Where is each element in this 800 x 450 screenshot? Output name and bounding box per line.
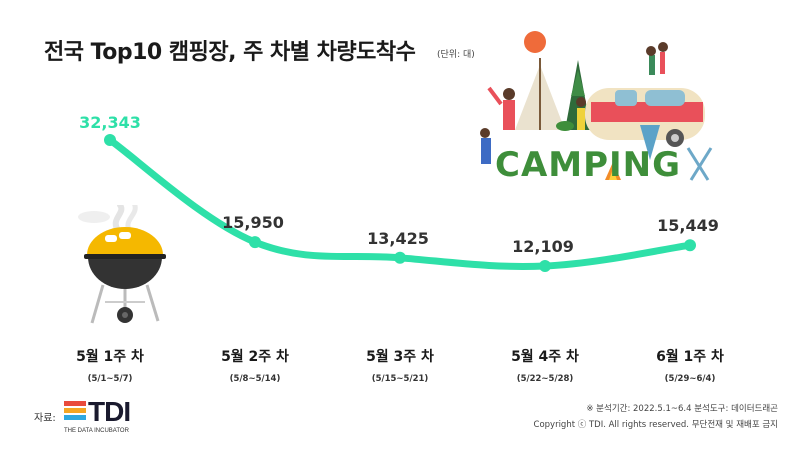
category-name: 5월 1주 차 [76,349,144,365]
copyright: Copyright ⓒ TDI. All rights reserved. 무단… [533,420,778,430]
category-label: 5월 1주 차 (5/1~5/7) [50,346,170,384]
page-title: 전국 Top10 캠핑장, 주 차별 차량도착수 [44,40,416,65]
analysis-period: ※ 분석기간: 2022.5.1~6.4 분석도구: 데이터드래곤 [586,404,778,414]
logo-text: TDI [88,396,131,427]
category-name: 5월 4주 차 [511,349,579,365]
source-label: 자료: [34,413,56,424]
category-date-range: (5/29~6/4) [664,374,716,384]
data-label: 32,343 [79,113,141,132]
camping-sign-text: CAMPING [495,145,681,185]
data-point [394,251,406,264]
footer-notes: ※ 분석기간: 2022.5.1~6.4 분석도구: 데이터드래곤 Copyri… [534,401,778,433]
category-date-range: (5/15~5/21) [371,374,429,384]
category-name: 5월 3주 차 [366,349,434,365]
camping-illustration: CAMPING [480,31,713,185]
data-label: 15,950 [222,213,284,232]
category-name: 6월 1주 차 [656,349,724,365]
category-label: 5월 4주 차 (5/22~5/28) [485,346,605,384]
category-label: 5월 2주 차 (5/8~5/14) [195,346,315,384]
data-label: 13,425 [367,229,429,248]
category-label: 5월 3주 차 (5/15~5/21) [340,346,460,384]
data-point [539,260,551,272]
data-point [104,134,116,146]
tdi-logo-icon [64,398,86,426]
data-point [249,236,261,249]
grill-illustration [78,205,166,324]
unit-label: (단위: 대) [437,50,475,60]
category-label: 6월 1주 차 (5/29~6/4) [630,346,750,384]
category-date-range: (5/8~5/14) [229,374,281,384]
data-point [684,239,696,252]
category-date-range: (5/1~5/7) [87,374,133,384]
tdi-logo: TDI THE DATA INCUBATOR [64,396,154,436]
category-name: 5월 2주 차 [221,349,289,365]
logo-subtext: THE DATA INCUBATOR [64,428,129,434]
category-date-range: (5/22~5/28) [516,374,574,384]
data-label: 12,109 [512,237,574,256]
data-label: 15,449 [657,216,719,235]
